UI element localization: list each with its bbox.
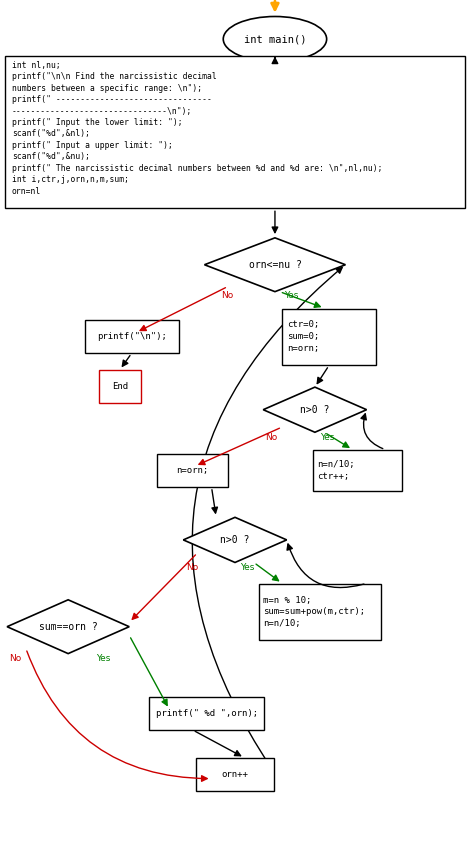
Text: orn<=nu ?: orn<=nu ? [249,260,301,270]
FancyBboxPatch shape [157,454,228,487]
Text: printf(" %d ",orn);: printf(" %d ",orn); [156,709,258,718]
Polygon shape [7,600,129,654]
Text: End: End [112,382,128,391]
FancyBboxPatch shape [5,56,465,208]
Text: Yes: Yes [240,563,254,572]
Text: Yes: Yes [320,433,334,442]
Text: n>0 ?: n>0 ? [220,535,250,545]
Polygon shape [263,387,367,432]
FancyBboxPatch shape [313,450,402,491]
FancyBboxPatch shape [85,320,179,353]
Text: printf("\n");: printf("\n"); [97,332,166,341]
Text: n=n/10;
ctr++;: n=n/10; ctr++; [317,460,355,481]
FancyBboxPatch shape [282,308,376,365]
FancyBboxPatch shape [258,584,381,641]
FancyBboxPatch shape [149,697,264,730]
FancyBboxPatch shape [99,370,141,403]
Polygon shape [183,517,287,562]
Text: m=n % 10;
sum=sum+pow(m,ctr);
n=n/10;: m=n % 10; sum=sum+pow(m,ctr); n=n/10; [263,595,365,628]
Text: No: No [186,563,198,572]
Text: Yes: Yes [284,291,299,299]
Text: int main(): int main() [244,34,306,44]
Text: No: No [266,433,278,442]
Text: n=orn;: n=orn; [177,466,209,475]
Text: No: No [9,654,22,663]
Polygon shape [204,238,345,292]
Text: Yes: Yes [96,654,111,663]
Text: No: No [221,291,233,299]
Text: orn++: orn++ [221,770,249,779]
Text: ctr=0;
sum=0;
n=orn;: ctr=0; sum=0; n=orn; [287,320,319,353]
Text: sum==orn ?: sum==orn ? [39,621,98,632]
FancyBboxPatch shape [196,758,274,791]
Ellipse shape [223,16,327,62]
Text: n>0 ?: n>0 ? [300,404,329,415]
Text: int nl,nu;
printf("\n\n Find the narcissistic decimal
numbers between a specific: int nl,nu; printf("\n\n Find the narciss… [12,61,382,195]
